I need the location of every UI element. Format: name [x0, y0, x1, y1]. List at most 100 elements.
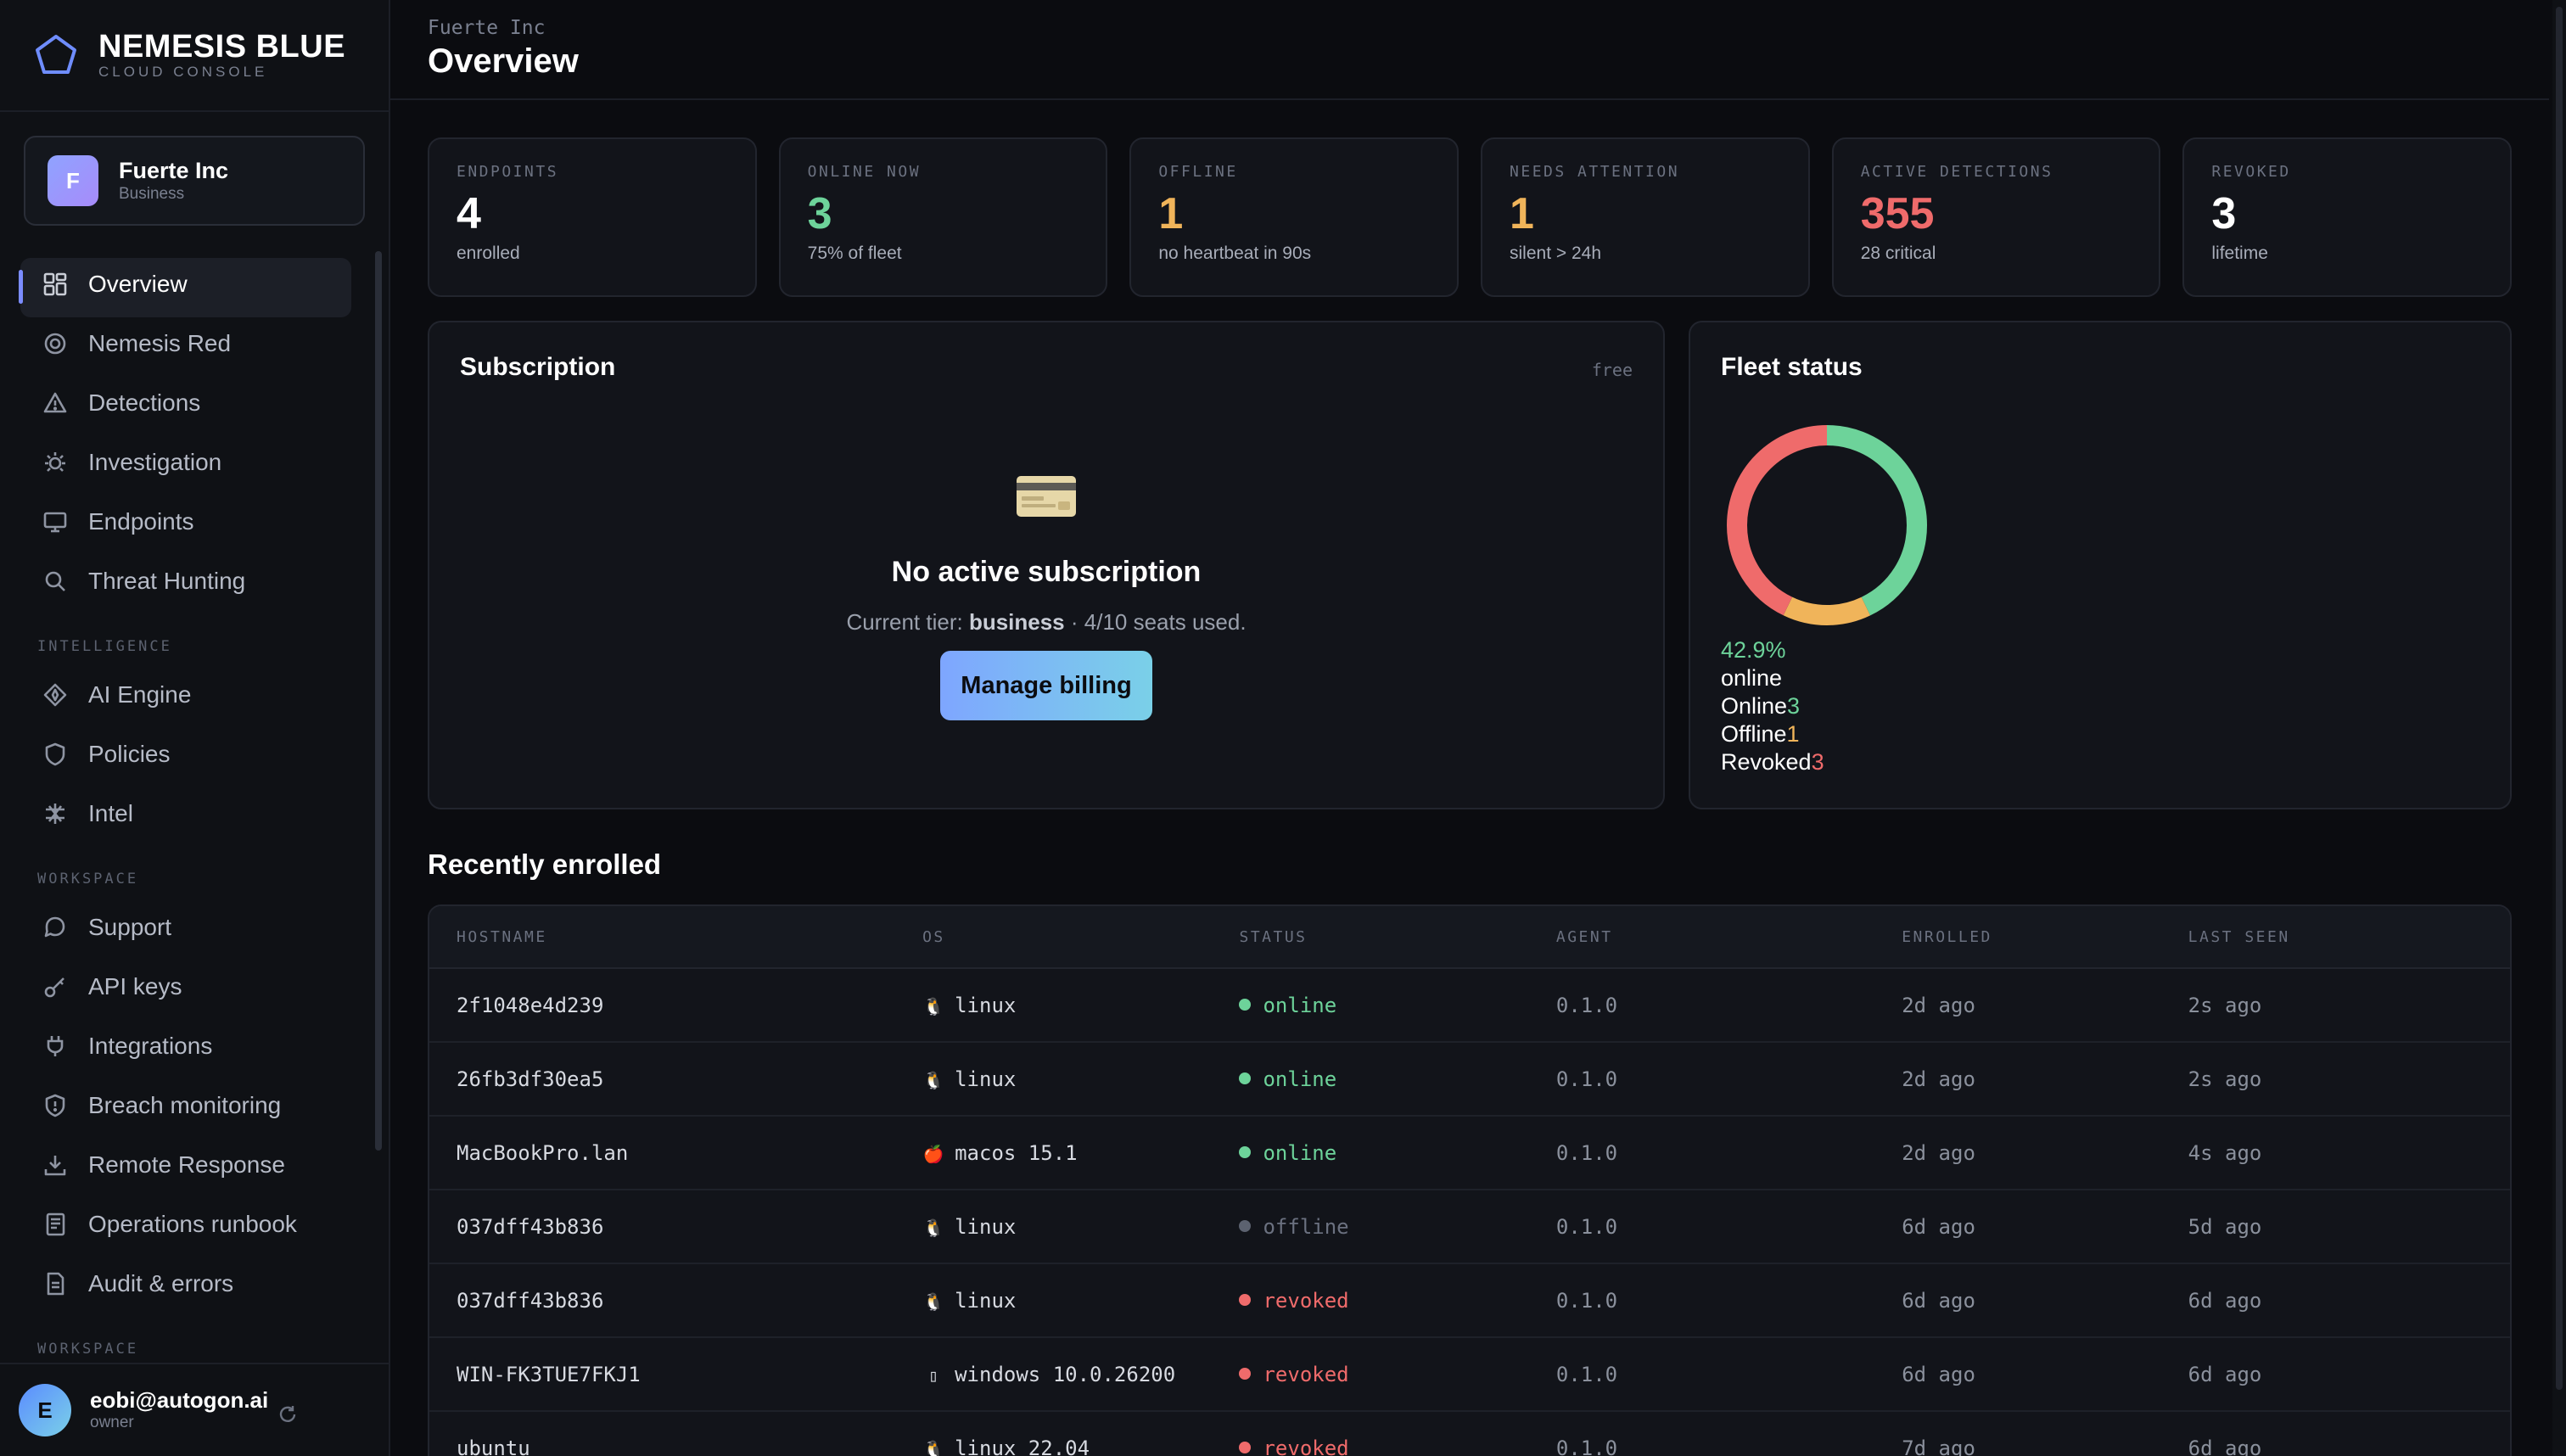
os-name: linux [955, 1214, 1017, 1239]
column-os[interactable]: OS [922, 927, 945, 946]
stat-card-active-detections[interactable]: ACTIVE DETECTIONS 355 28 critical [1831, 137, 2161, 297]
stat-card-endpoints[interactable]: ENDPOINTS 4 enrolled [428, 137, 757, 297]
sidebar-item-api-keys[interactable]: API keys [0, 957, 373, 1016]
subscription-panel: Subscription free No active subscription… [428, 321, 1665, 809]
agent-version-cell: 0.1.0 [1555, 1067, 1618, 1091]
stat-sub: 75% of fleet [807, 244, 902, 263]
column-agent[interactable]: AGENT [1555, 927, 1613, 946]
sidebar: NEMESIS BLUE CLOUD CONSOLE F Fuerte Inc … [0, 0, 390, 1456]
sidebar-item-label: Nemesis Red [88, 330, 232, 356]
org-avatar: F [48, 155, 98, 206]
sidebar-item-label: Remote Response [88, 1151, 285, 1178]
column-hostname[interactable]: HOSTNAME [457, 927, 547, 946]
sidebar-item-ai-engine[interactable]: AI Engine [0, 665, 373, 725]
search-icon [41, 567, 70, 596]
nav-section-intelligence: INTELLIGENCE [37, 638, 172, 655]
stat-sub: silent > 24h [1510, 244, 1602, 263]
sidebar-item-label: Threat Hunting [88, 568, 246, 594]
table-row[interactable]: 2f1048e4d239 🐧 linux online 0.1.0 2d ago 2s ag… [429, 969, 2510, 1043]
plan-badge: free [1591, 360, 1633, 380]
status-text: online [1263, 993, 1337, 1017]
breadcrumb[interactable]: Fuerte Inc [428, 17, 546, 39]
column-last-seen[interactable]: LAST SEEN [2188, 927, 2290, 946]
table-row[interactable]: 037dff43b836 🐧 linux revoked 0.1.0 6d ago 6d a… [429, 1264, 2510, 1338]
recently-enrolled-table: HOSTNAME OS STATUS AGENT ENROLLED LAST S… [428, 904, 2512, 1456]
agent-version-cell: 0.1.0 [1555, 1140, 1618, 1165]
legend-value: 3 [1811, 749, 1824, 775]
sidebar-item-breach-monitoring[interactable]: Breach monitoring [0, 1076, 373, 1135]
bug-icon [41, 448, 70, 477]
hostname-cell[interactable]: 2f1048e4d239 [457, 993, 604, 1017]
stat-card-online-now[interactable]: ONLINE NOW 3 75% of fleet [778, 137, 1108, 297]
stat-sub: 28 critical [1860, 244, 1936, 263]
sidebar-item-intel[interactable]: Intel [0, 784, 373, 843]
avatar: E [19, 1384, 71, 1436]
os-cell: 🐧 linux [922, 1067, 1239, 1091]
sidebar-item-investigation[interactable]: Investigation [0, 433, 373, 492]
sidebar-item-label: Investigation [88, 449, 222, 475]
status-badge: online [1239, 994, 1555, 1017]
stat-card-revoked[interactable]: REVOKED 3 lifetime [2182, 137, 2513, 297]
empty-state: No active subscription Current tier: bus… [429, 475, 1663, 720]
sidebar-item-support[interactable]: Support [0, 898, 373, 957]
stat-card-offline[interactable]: OFFLINE 1 no heartbeat in 90s [1129, 137, 1459, 297]
stat-sub: lifetime [2211, 244, 2268, 263]
hostname-cell[interactable]: 037dff43b836 [457, 1288, 604, 1313]
download-icon [41, 1151, 70, 1179]
enrolled-cell: 7d ago [1902, 1436, 1975, 1456]
page-scrollbar[interactable] [2552, 0, 2566, 1456]
sidebar-item-threat-hunting[interactable]: Threat Hunting [0, 552, 373, 611]
os-cell: 🍎 macos 15.1 [922, 1141, 1239, 1165]
sidebar-item-overview[interactable]: Overview [0, 255, 373, 317]
table-row[interactable]: WIN-FK3TUE7FKJ1 ▯ windows 10.0.26200 revoke… [429, 1338, 2510, 1412]
pentagon-logo-icon [36, 35, 76, 74]
hostname-cell[interactable]: ubuntu [457, 1436, 530, 1456]
sidebar-item-audit-errors[interactable]: Audit & errors [0, 1254, 373, 1313]
stat-value: 1 [1510, 189, 1534, 238]
donut-segment-revoked [1727, 425, 1927, 625]
column-status[interactable]: STATUS [1239, 927, 1308, 946]
sidebar-item-endpoints[interactable]: Endpoints [0, 492, 373, 552]
os-cell: ▯ windows 10.0.26200 [922, 1363, 1239, 1386]
status-dot [1239, 1441, 1252, 1453]
stat-value: 355 [1860, 189, 1935, 238]
table-row[interactable]: 037dff43b836 🐧 linux offline 0.1.0 6d ago 5d a… [429, 1190, 2510, 1264]
os-name: windows 10.0.26200 [955, 1362, 1176, 1386]
column-enrolled[interactable]: ENROLLED [1902, 927, 1992, 946]
table-row[interactable]: 26fb3df30ea5 🐧 linux online 0.1.0 2d ago 2s ag… [429, 1043, 2510, 1117]
sidebar-item-integrations[interactable]: Integrations [0, 1016, 373, 1076]
stat-label: NEEDS ATTENTION [1510, 163, 1680, 181]
os-icon: 🐧 [922, 995, 944, 1016]
user-menu[interactable]: E eobi@autogon.ai owner [0, 1363, 389, 1456]
table-row[interactable]: ubuntu 🐧 linux 22.04 revoked 0.1.0 7d ago 6d a… [429, 1412, 2510, 1456]
os-icon: 🐧 [922, 1217, 944, 1238]
org-switcher[interactable]: F Fuerte Inc Business [24, 136, 365, 226]
stat-label: OFFLINE [1158, 163, 1238, 181]
os-cell: 🐧 linux 22.04 [922, 1436, 1239, 1456]
sidebar-item-remote-response[interactable]: Remote Response [0, 1135, 373, 1195]
status-dot [1239, 1293, 1252, 1306]
hostname-cell[interactable]: 037dff43b836 [457, 1214, 604, 1239]
target-icon [41, 329, 70, 358]
sidebar-scrollbar[interactable] [375, 251, 382, 1151]
stat-value: 3 [807, 189, 832, 238]
table-row[interactable]: MacBookPro.lan 🍎 macos 15.1 online 0.1.0 2d a… [429, 1117, 2510, 1190]
online-percent-label: online [1721, 665, 1783, 691]
sidebar-item-operations-runbook[interactable]: Operations runbook [0, 1195, 373, 1254]
sidebar-item-policies[interactable]: Policies [0, 725, 373, 784]
manage-billing-button[interactable]: Manage billing [940, 651, 1152, 720]
sidebar-item-label: Policies [88, 741, 171, 767]
brand[interactable]: NEMESIS BLUE CLOUD CONSOLE [0, 0, 389, 112]
stat-card-needs-attention[interactable]: NEEDS ATTENTION 1 silent > 24h [1481, 137, 1810, 297]
hostname-cell[interactable]: WIN-FK3TUE7FKJ1 [457, 1362, 641, 1386]
sidebar-item-detections[interactable]: Detections [0, 373, 373, 433]
sidebar-item-nemesis-red[interactable]: Nemesis Red [0, 314, 373, 373]
stat-label: ACTIVE DETECTIONS [1860, 163, 2053, 181]
refresh-icon[interactable] [277, 1403, 299, 1425]
hostname-cell[interactable]: 26fb3df30ea5 [457, 1067, 604, 1091]
nav-section-workspace-2: WORKSPACE [37, 1341, 139, 1358]
sidebar-nav: Overview Nemesis Red Detections Investig… [0, 255, 373, 1368]
monitor-icon [41, 507, 70, 536]
stat-value: 3 [2211, 189, 2237, 238]
hostname-cell[interactable]: MacBookPro.lan [457, 1140, 629, 1165]
